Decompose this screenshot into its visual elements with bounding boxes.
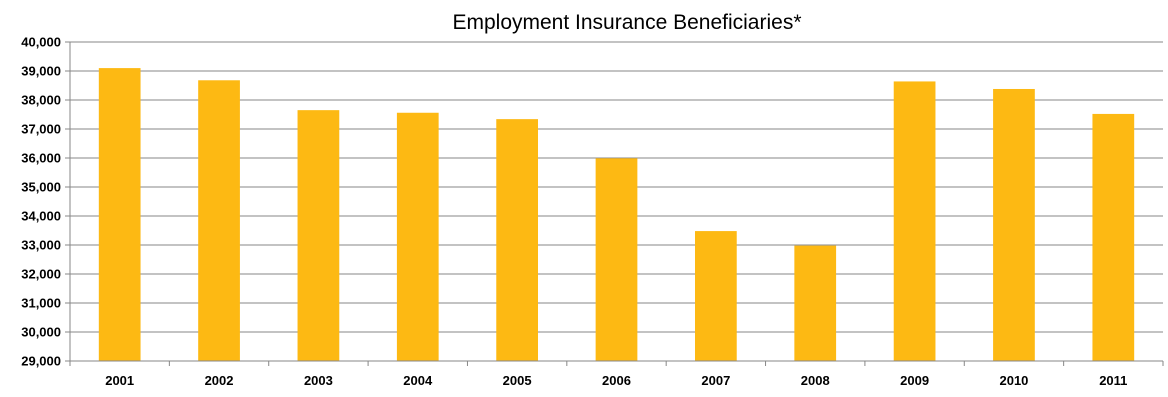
y-tick-label: 38,000 [21,93,61,108]
y-tick-label: 29,000 [21,354,61,369]
x-tick-label: 2010 [999,373,1028,388]
x-tick-label: 2006 [602,373,631,388]
bar-2008 [794,245,837,361]
y-axis-tick-labels: 29,000 30,000 31,000 32,000 33,000 34,000 35,0… [21,35,61,369]
bar-2007 [694,231,737,361]
x-tick-label: 2004 [403,373,433,388]
y-tick-label: 37,000 [21,122,61,137]
y-tick-label: 30,000 [21,325,61,340]
bar-2005 [496,119,539,361]
x-tick-label: 2007 [701,373,730,388]
bar-2009 [893,81,936,361]
bar-2006 [595,158,638,361]
bar-2003 [297,110,340,362]
x-tick-label: 2001 [105,373,134,388]
x-axis-tick-labels: 2001 2002 2003 2004 2005 2006 2007 2008 2009 2010… [105,373,1127,388]
y-tick-label: 36,000 [21,151,61,166]
x-tick-label: 2002 [205,373,234,388]
x-tick-label: 2011 [1099,373,1127,388]
bar-2004 [396,112,439,361]
y-tick-label: 35,000 [21,180,61,195]
bar-2001 [98,68,141,361]
y-tick-label: 39,000 [21,64,61,79]
y-tick-label: 34,000 [21,209,61,224]
bar-2011 [1092,113,1135,361]
y-tick-label: 31,000 [21,296,61,311]
x-tick-label: 2009 [900,373,929,388]
bar-2002 [198,80,240,361]
y-tick-label: 32,000 [21,267,61,282]
axes [69,42,1164,366]
bar-2010 [993,88,1035,361]
x-tick-label: 2003 [304,373,333,388]
x-tick-label: 2005 [503,373,532,388]
x-tick-label: 2008 [801,373,830,388]
bars [98,68,1135,362]
y-tick-label: 40,000 [21,35,61,50]
chart-title: Employment Insurance Beneficiaries* [452,11,801,34]
y-tick-label: 33,000 [21,238,61,253]
